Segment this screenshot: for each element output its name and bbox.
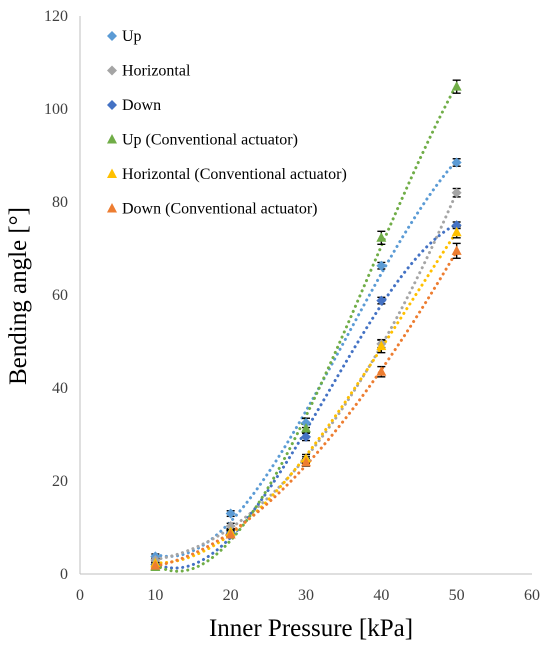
x-tick-label: 20 — [223, 587, 239, 604]
point-diamond — [301, 431, 311, 442]
legend-label: Up (Conventional actuator) — [122, 132, 298, 149]
legend-marker-triangle — [107, 168, 117, 178]
x-tick-label: 50 — [449, 587, 465, 604]
x-tick-label: 0 — [76, 587, 84, 604]
legend-entry: Up — [107, 28, 142, 45]
axes: 0 10 20 30 40 50 60 0 20 40 60 80 100 120 — [44, 8, 540, 604]
point-diamond — [225, 508, 236, 519]
point-triangle — [376, 340, 387, 351]
point-triangle — [301, 456, 311, 467]
point-triangle — [451, 81, 462, 91]
point-triangle — [451, 226, 462, 237]
point-triangle — [376, 232, 387, 242]
point-diamond — [376, 295, 387, 306]
point-diamond — [301, 417, 311, 428]
point-triangle — [451, 245, 462, 255]
legend-label: Down — [122, 97, 161, 114]
point-diamond — [451, 157, 462, 168]
legend-label: Horizontal (Conventional actuator) — [122, 166, 347, 183]
point-triangle — [301, 422, 311, 433]
x-tick-label: 30 — [298, 587, 314, 604]
point-diamond — [451, 187, 462, 198]
data-markers — [150, 81, 462, 572]
y-tick-label: 20 — [52, 473, 68, 490]
legend-marker-diamond — [107, 31, 117, 41]
x-tick-label: 10 — [147, 587, 163, 604]
trendlines — [153, 83, 459, 573]
trendline-3 — [153, 83, 459, 573]
trendline-4 — [153, 230, 459, 565]
point-triangle — [376, 366, 387, 376]
point-diamond — [225, 521, 236, 532]
x-tick-label: 40 — [373, 587, 389, 604]
legend-marker-triangle — [107, 203, 117, 213]
y-axis-title: Bending angle [°] — [5, 207, 32, 385]
legend-label: Horizontal — [122, 63, 191, 80]
trendline-5 — [153, 249, 459, 568]
legend-entry: Horizontal (Conventional actuator) — [107, 166, 347, 183]
point-triangle — [150, 560, 161, 570]
point-diamond — [451, 220, 462, 231]
trendline-1 — [153, 190, 459, 562]
y-tick-label: 0 — [60, 566, 68, 583]
legend-label: Up — [122, 28, 142, 45]
y-tick-label: 40 — [52, 380, 68, 397]
legend-entry: Up (Conventional actuator) — [107, 132, 298, 149]
error-bars — [151, 79, 461, 571]
point-diamond — [376, 260, 387, 271]
x-tick-label: 60 — [524, 587, 540, 604]
point-triangle — [225, 528, 236, 539]
trendline-0 — [153, 158, 459, 558]
legend-entry: Down — [107, 97, 161, 114]
trendline-2 — [153, 222, 459, 570]
y-tick-label: 80 — [52, 194, 68, 211]
legend-label: Down (Conventional actuator) — [122, 201, 318, 218]
y-tick-label: 100 — [44, 101, 68, 118]
legend-marker-diamond — [107, 65, 117, 76]
legend: Up Horizontal Down Up (Conventional actuato… — [107, 28, 347, 218]
legend-entry: Horizontal — [107, 63, 191, 80]
y-tick-label: 120 — [44, 8, 68, 25]
y-tick-label: 60 — [52, 287, 68, 304]
legend-marker-diamond — [107, 100, 117, 110]
legend-entry: Down (Conventional actuator) — [107, 201, 318, 218]
legend-marker-triangle — [107, 134, 117, 144]
x-axis-title: Inner Pressure [kPa] — [209, 615, 413, 642]
